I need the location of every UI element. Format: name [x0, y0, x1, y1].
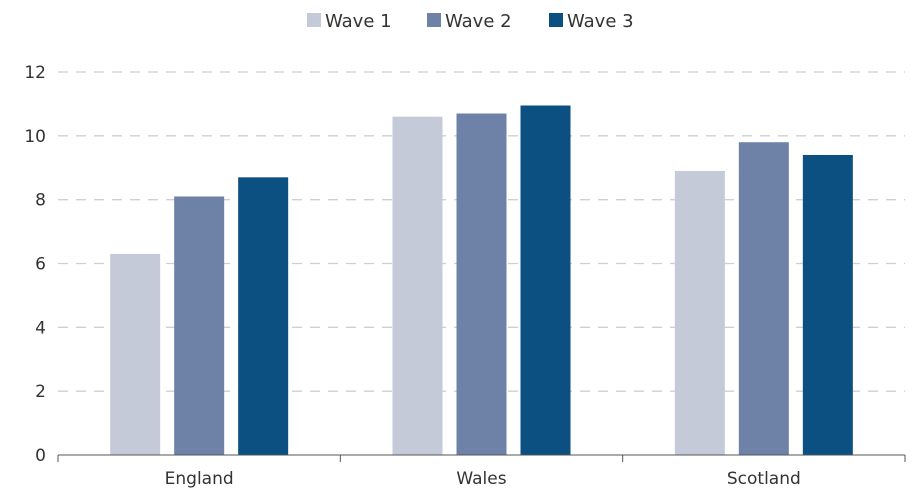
legend-swatch-wave-3 [549, 13, 563, 27]
x-tick-label-england: England [165, 469, 234, 489]
legend: Wave 1 Wave 2 Wave 3 [307, 11, 634, 32]
y-tick-label: 6 [35, 255, 46, 275]
legend-swatch-wave-1 [307, 13, 321, 27]
bar-wales-wave-2 [456, 113, 507, 455]
y-tick-label: 2 [35, 382, 46, 402]
y-tick-label: 4 [35, 318, 46, 338]
y-axis: 0 2 4 6 8 10 12 [24, 63, 46, 466]
legend-swatch-wave-2 [427, 13, 441, 27]
bar-wales-wave-1 [392, 116, 443, 455]
bar-scotland-wave-1 [674, 170, 725, 456]
bar-england-wave-3 [238, 177, 289, 455]
bar-scotland-wave-3 [802, 154, 853, 455]
bar-scotland-wave-2 [738, 142, 789, 455]
bar-wales-wave-3 [520, 105, 571, 455]
bars [110, 105, 853, 456]
y-tick-label: 8 [35, 191, 46, 211]
legend-label-wave-1: Wave 1 [325, 11, 392, 32]
x-axis: England Wales Scotland [57, 454, 906, 489]
x-tick-label-wales: Wales [456, 469, 506, 489]
bar-england-wave-2 [174, 196, 225, 455]
legend-label-wave-2: Wave 2 [445, 11, 512, 32]
x-tick-label-scotland: Scotland [727, 469, 801, 489]
y-tick-label: 10 [24, 127, 46, 147]
legend-label-wave-3: Wave 3 [567, 11, 634, 32]
y-tick-label: 0 [35, 446, 46, 466]
y-tick-label: 12 [24, 63, 46, 83]
bar-england-wave-1 [110, 253, 161, 455]
